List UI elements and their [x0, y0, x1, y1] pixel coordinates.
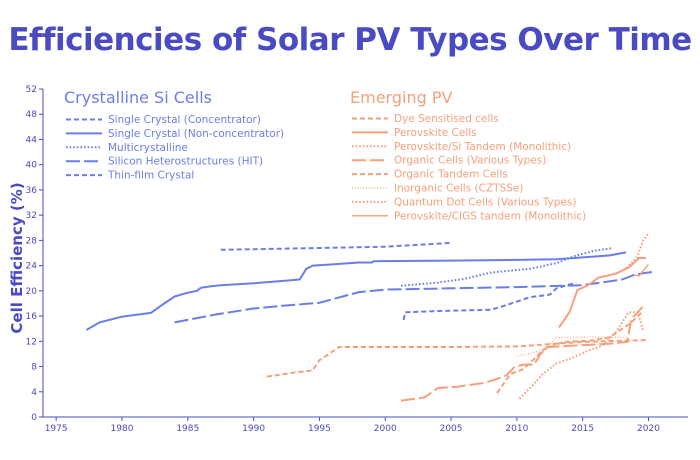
legend-entry: Multicrystalline — [108, 142, 188, 154]
legend-entry: Single Crystal (Concentrator) — [108, 114, 261, 126]
series-line-1-5 — [516, 336, 629, 357]
series-layer — [85, 232, 653, 402]
series-line-1-3 — [400, 305, 644, 402]
y-tick-label: 0 — [31, 413, 37, 423]
y-tick-label: 28 — [26, 236, 38, 246]
legend-entry: Inorganic Cells (CZTSSe) — [394, 183, 523, 195]
legend-entry: Dye Sensitised cells — [394, 113, 499, 125]
x-tick-label: 2020 — [637, 424, 660, 434]
x-tick-label: 2015 — [571, 424, 594, 434]
series-line-1-2 — [625, 232, 650, 269]
series-line-1-4 — [496, 311, 643, 394]
legend-entry: Thin-film Crystal — [107, 170, 194, 182]
legend-entry: Perovskite Cells — [394, 127, 477, 139]
chart-title: Efficiencies of Solar PV Types Over Time — [8, 22, 692, 58]
series-line-1-1 — [558, 257, 646, 328]
x-tick-label: 2005 — [440, 424, 463, 434]
x-tick-label: 2000 — [374, 424, 397, 434]
series-line-0-3 — [174, 270, 653, 324]
legend-group-title: Emerging PV — [350, 88, 452, 107]
y-axis-label: Cell Efficiency (%) — [8, 182, 26, 333]
x-tick-label: 1995 — [308, 424, 331, 434]
y-tick-label: 40 — [26, 161, 38, 171]
series-line-0-4 — [402, 281, 577, 321]
x-tick-label: 1990 — [242, 424, 265, 434]
y-tick-label: 32 — [26, 211, 37, 221]
y-tick-label: 8 — [31, 363, 37, 373]
legend-entry: Quantum Dot Cells (Various Types) — [394, 196, 576, 208]
y-tick-label: 4 — [31, 388, 37, 398]
series-line-0-2 — [400, 247, 614, 287]
series-line-0-1 — [85, 251, 627, 331]
legend-entry: Perovskite/Si Tandem (Monolithic) — [394, 141, 571, 153]
y-tick-label: 24 — [26, 262, 38, 272]
legend-group-title: Crystalline Si Cells — [64, 88, 212, 107]
y-tick-label: 36 — [26, 186, 38, 196]
y-tick-label: 52 — [26, 85, 37, 95]
x-tick-label: 1975 — [45, 424, 68, 434]
x-tick-label: 1980 — [111, 424, 134, 434]
x-tick-label: 1985 — [176, 424, 199, 434]
y-tick-label: 48 — [26, 110, 38, 120]
x-tick-label: 2010 — [505, 424, 528, 434]
y-tick-label: 12 — [26, 337, 37, 347]
y-tick-label: 20 — [26, 287, 38, 297]
chart-legend: Crystalline Si Cells Single Crystal (Conc… — [64, 88, 586, 222]
legend-entry: Perovskite/CIGS tandem (Monolithic) — [394, 210, 586, 222]
legend-entry: Single Crystal (Non-concentrator) — [108, 128, 284, 140]
legend-entry: Organic Tandem Cells — [394, 169, 508, 181]
legend-entry: Silicon Heterostructures (HIT) — [108, 156, 263, 168]
y-tick-label: 16 — [26, 312, 38, 322]
series-line-0-0 — [220, 241, 452, 251]
y-tick-label: 44 — [26, 135, 38, 145]
series-line-1-6 — [518, 311, 645, 400]
legend-entry: Organic Cells (Various Types) — [394, 155, 546, 167]
series-line-1-0 — [266, 339, 649, 378]
series-line-1-7 — [633, 263, 650, 277]
